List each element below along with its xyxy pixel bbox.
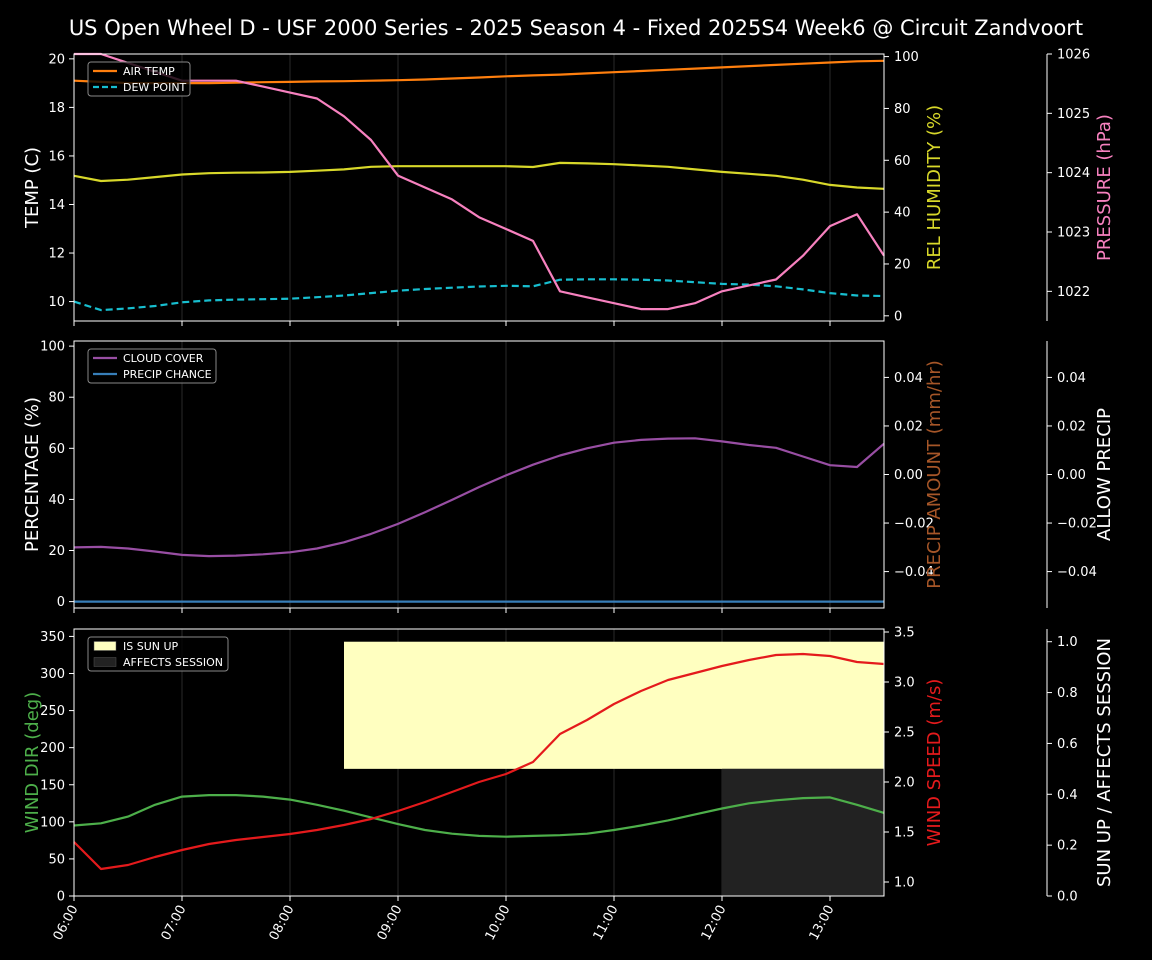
y-left-tick-label: 150 xyxy=(40,778,65,793)
y-left-axis-label: PERCENTAGE (%) xyxy=(22,397,43,552)
y-left-tick-label: 20 xyxy=(48,544,65,559)
y-left-tick-label: 16 xyxy=(48,149,65,164)
y-left-tick-label: 300 xyxy=(40,667,65,682)
plot-frame xyxy=(73,628,885,897)
wind-series-1-line xyxy=(73,652,885,871)
y-left-tick-label: 18 xyxy=(48,101,65,116)
y-left-tick-label: 250 xyxy=(40,704,65,719)
y-left-tick-label: 12 xyxy=(48,247,65,262)
air-temp-line xyxy=(73,59,885,85)
y-left-tick-label: 350 xyxy=(40,630,65,645)
legend-label: AIR TEMP xyxy=(123,65,175,78)
y-left-tick-label: 60 xyxy=(48,442,65,457)
y-right-tick-label: 0 xyxy=(894,309,902,324)
y-right-axis-label: REL HUMIDITY (%) xyxy=(924,105,945,270)
y-right-axis-label: WIND SPEED (m/s) xyxy=(924,679,945,847)
dew-point-line xyxy=(73,278,885,312)
y-far-tick-label: 1023 xyxy=(1057,226,1090,241)
y-far-axis-label: SUN UP / AFFECTS SESSION xyxy=(1094,638,1115,887)
legend-label: AFFECTS SESSION xyxy=(123,656,223,669)
y-left-tick-label: 40 xyxy=(48,493,65,508)
panel-temperature: 10 12 14 16 18 20 0 20 40 60 80 100 1022 1023 1024 1025… xyxy=(22,48,1115,326)
legend: AIR TEMP DEW POINT xyxy=(87,61,191,97)
y-right-tick-label: 0.04 xyxy=(894,371,923,386)
y-left-axis-label: WIND DIR (deg) xyxy=(22,692,43,834)
legend-box xyxy=(87,348,217,384)
y-right-tick-label: 1.5 xyxy=(894,826,915,841)
sun-up-span xyxy=(344,641,884,769)
temperature-series-3-line xyxy=(74,52,885,311)
y-left-tick-label: 0 xyxy=(57,595,65,610)
y-far-tick-label: 1025 xyxy=(1057,107,1090,122)
y-far-tick-label: 1024 xyxy=(1057,166,1090,181)
y-far-tick-label: 0.00 xyxy=(1057,468,1086,483)
y-left-tick-label: 14 xyxy=(48,198,65,213)
y-right-tick-label: 20 xyxy=(894,257,911,272)
legend-label: IS SUN UP xyxy=(123,640,179,653)
y-right-tick-label: 100 xyxy=(894,50,919,65)
y-left-tick-label: 20 xyxy=(48,52,65,67)
y-far-tick-label: 0.02 xyxy=(1057,419,1086,434)
legend: IS SUN UP AFFECTS SESSION xyxy=(87,636,229,672)
y-far-tick-label: −0.02 xyxy=(1057,517,1097,532)
y-left-tick-label: 10 xyxy=(48,295,65,310)
y-right-axis-label: PRECIP AMOUNT (mm/hr) xyxy=(924,360,945,589)
y-right-tick-label: −0.04 xyxy=(894,565,934,580)
y-right-tick-label: 3.0 xyxy=(894,676,915,691)
y-right-tick-label: 1.0 xyxy=(894,876,915,891)
y-left-tick-label: 100 xyxy=(40,815,65,830)
y-right-tick-label: 40 xyxy=(894,206,911,221)
affects-session-span xyxy=(722,768,884,896)
legend-label: DEW POINT xyxy=(123,81,187,94)
legend-swatch xyxy=(93,641,117,651)
y-right-tick-label: −0.02 xyxy=(894,517,934,532)
legend: CLOUD COVER PRECIP CHANCE xyxy=(87,348,217,384)
panel-wind: 0 50 100 150 200 250 300 350 1.0 1.5 2.0 2.5 3.0 3.5 0… xyxy=(22,626,1115,905)
y-far-tick-label: 0.8 xyxy=(1057,686,1078,701)
y-far-tick-label: 1022 xyxy=(1057,285,1090,300)
y-far-tick-label: 0.04 xyxy=(1057,371,1086,386)
y-far-tick-label: 0.4 xyxy=(1057,788,1078,803)
y-left-tick-label: 100 xyxy=(40,340,65,355)
y-right-tick-label: 2.5 xyxy=(894,726,915,741)
y-left-tick-label: 80 xyxy=(48,391,65,406)
legend-swatch xyxy=(93,657,117,667)
legend-label: PRECIP CHANCE xyxy=(123,368,212,381)
y-far-tick-label: 1026 xyxy=(1057,48,1090,63)
figure-title: US Open Wheel D - USF 2000 Series - 2025… xyxy=(69,16,1083,40)
panel-precipitation: 0 20 40 60 80 100 −0.04 −0.02 0.00 0.02 0.04 −0.04 −… xyxy=(22,340,1115,613)
y-right-tick-label: 80 xyxy=(894,102,911,117)
plot-frame xyxy=(73,53,885,322)
y-far-axis-label: PRESSURE (hPa) xyxy=(1094,114,1115,261)
y-right-tick-label: 60 xyxy=(894,154,911,169)
y-left-tick-label: 200 xyxy=(40,741,65,756)
temperature-series-2-line xyxy=(73,161,885,190)
y-left-tick-label: 0 xyxy=(57,890,65,905)
y-right-tick-label: 2.0 xyxy=(894,776,915,791)
y-left-axis-label: TEMP (C) xyxy=(22,147,43,229)
y-far-tick-label: 0.2 xyxy=(1057,839,1078,854)
y-right-tick-label: 3.5 xyxy=(894,626,915,641)
y-far-tick-label: 1.0 xyxy=(1057,635,1078,650)
y-left-tick-label: 50 xyxy=(48,852,65,867)
y-right-tick-label: 0.00 xyxy=(894,468,923,483)
y-right-tick-label: 0.02 xyxy=(894,419,923,434)
legend-box xyxy=(87,636,229,672)
y-far-tick-label: −0.04 xyxy=(1057,565,1097,580)
y-far-axis-label: ALLOW PRECIP xyxy=(1094,408,1115,541)
legend-label: CLOUD COVER xyxy=(123,352,204,365)
wind-series-0-line xyxy=(73,793,885,838)
y-far-tick-label: 0.0 xyxy=(1057,890,1078,905)
cloud-cover-line xyxy=(73,437,885,558)
y-far-tick-label: 0.6 xyxy=(1057,737,1078,752)
